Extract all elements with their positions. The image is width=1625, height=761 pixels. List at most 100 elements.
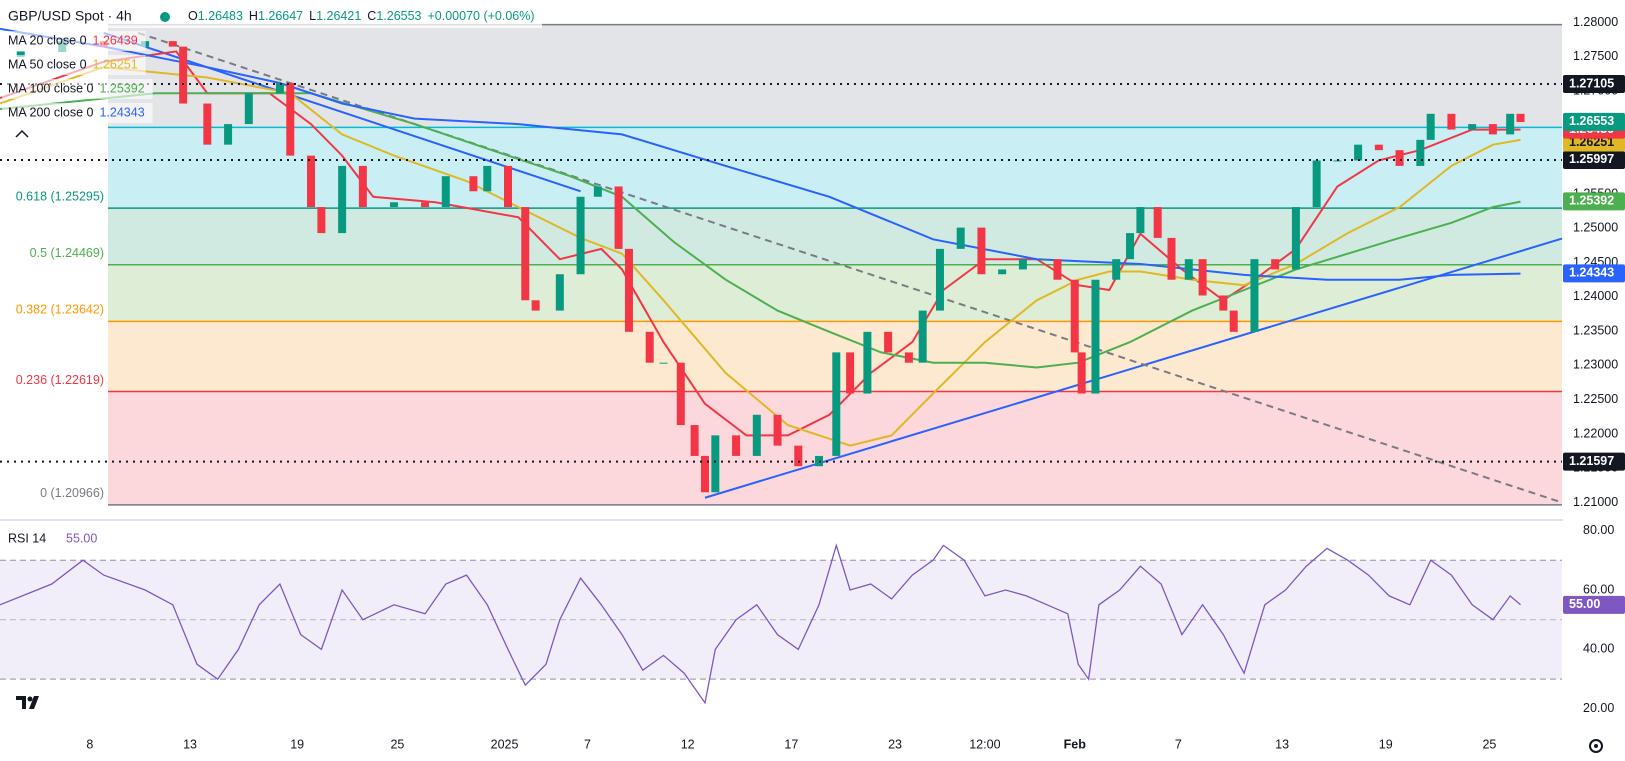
x-tick-label: 13 bbox=[1275, 737, 1289, 751]
candle-body bbox=[224, 124, 233, 145]
price-badge-label: 55.00 bbox=[1569, 597, 1600, 611]
ohlc-value: +0.00070 (+0.06%) bbox=[428, 9, 535, 23]
candle-body bbox=[469, 176, 478, 192]
legend-row-background bbox=[2, 31, 146, 51]
ohlc-values: O1.26483 H1.26647 L1.26421 C1.26553 +0.00070… bbox=[188, 9, 535, 23]
moving-average-line bbox=[0, 27, 1521, 281]
candle-body bbox=[421, 202, 430, 208]
legend-row-background bbox=[2, 103, 153, 123]
ohlc-value: 1.26483 bbox=[198, 9, 243, 23]
settings-icon[interactable] bbox=[1589, 739, 1603, 753]
price-badge bbox=[1563, 150, 1625, 169]
trendline bbox=[137, 31, 1563, 504]
price-badge-label: 1.24343 bbox=[1569, 266, 1614, 280]
y-tick-label: 1.22500 bbox=[1573, 392, 1618, 406]
candle-body bbox=[614, 186, 623, 249]
candle-body bbox=[1112, 259, 1121, 280]
candle-body bbox=[593, 186, 602, 197]
y-tick-label: 1.22000 bbox=[1573, 426, 1618, 440]
candle-body bbox=[1184, 259, 1193, 280]
candle-body bbox=[1053, 259, 1062, 280]
fibonacci: 0.618 (1.25295) 0.5 (1.24469) 0.382 (1.236… bbox=[16, 23, 1562, 506]
rsi-line bbox=[0, 543, 1521, 705]
ohlc-value: 1.26553 bbox=[376, 9, 421, 23]
price-badge bbox=[1563, 192, 1625, 211]
y-tick-label: 20.00 bbox=[1583, 701, 1614, 715]
candle-body bbox=[1219, 295, 1228, 311]
candle-body bbox=[1374, 144, 1383, 151]
candle-body bbox=[1291, 207, 1300, 270]
logo-bg bbox=[12, 689, 46, 715]
candle-body bbox=[503, 165, 512, 208]
x-tick-label: 7 bbox=[584, 737, 591, 751]
candle-body bbox=[244, 93, 253, 125]
rsi-title: RSI 14 bbox=[8, 531, 46, 545]
candle-body bbox=[16, 51, 25, 57]
candle-body bbox=[1426, 113, 1435, 140]
x-tick-label: 17 bbox=[784, 737, 798, 751]
fib-label: 0.5 (1.24469) bbox=[30, 246, 104, 260]
y-tick-label: 1.27500 bbox=[1573, 49, 1618, 63]
legend-row-background bbox=[2, 55, 146, 75]
ohlc-key: C bbox=[367, 9, 376, 23]
candle-body bbox=[1136, 207, 1145, 234]
candle-body bbox=[998, 269, 1007, 275]
candle-body bbox=[904, 352, 913, 363]
time-axis bbox=[0, 731, 1625, 761]
candle-body bbox=[317, 207, 326, 234]
candle-body bbox=[389, 202, 398, 208]
fib-zone bbox=[108, 264, 1562, 322]
candle-body bbox=[711, 435, 720, 493]
price-badge-label: 1.21597 bbox=[1569, 454, 1614, 468]
candle-body bbox=[286, 82, 295, 156]
candle-body bbox=[1198, 259, 1207, 296]
candle-body bbox=[690, 425, 699, 456]
candle-body bbox=[1250, 259, 1259, 332]
candle-body bbox=[624, 248, 633, 332]
y-tick-label: 60.00 bbox=[1583, 582, 1614, 596]
x-tick-label: 7 bbox=[1175, 737, 1182, 751]
candle-body bbox=[846, 352, 855, 394]
x-tick-label: Feb bbox=[1064, 737, 1087, 751]
candle-body bbox=[884, 331, 893, 353]
candle-body bbox=[179, 46, 188, 104]
candle-body bbox=[1488, 124, 1497, 135]
candle-body bbox=[832, 352, 841, 456]
logo-dot bbox=[27, 696, 33, 702]
fib-label: 0.236 (1.22619) bbox=[16, 373, 104, 387]
candle-body bbox=[659, 362, 668, 364]
candle-body bbox=[168, 41, 177, 47]
legend-name: MA 200 close 0 bbox=[8, 105, 94, 119]
candle-body bbox=[1271, 259, 1280, 270]
fib-zone bbox=[108, 24, 1562, 128]
x-tick-label: 19 bbox=[290, 737, 304, 751]
x-tick-label: 19 bbox=[1379, 737, 1393, 751]
price-badge-label: 1.25997 bbox=[1569, 152, 1614, 166]
y-tick-label: 1.23000 bbox=[1573, 358, 1618, 372]
price-badge-label: 1.27105 bbox=[1569, 76, 1614, 90]
y-tick-label: 40.00 bbox=[1583, 642, 1614, 656]
candle-body bbox=[1312, 160, 1321, 208]
candle-body bbox=[773, 414, 782, 446]
candle-body bbox=[338, 165, 347, 234]
price-badge bbox=[1563, 452, 1625, 471]
legend-row-background bbox=[2, 79, 153, 99]
legend-name: MA 50 close 0 bbox=[8, 57, 87, 71]
ohlc-value: 1.26647 bbox=[258, 9, 303, 23]
legend-name: MA 20 close 0 bbox=[8, 33, 87, 47]
candle-body bbox=[275, 82, 284, 94]
candle-body bbox=[977, 227, 986, 275]
candle-body bbox=[555, 274, 564, 311]
moving-average-line bbox=[0, 66, 1521, 447]
y-tick-label: 1.25000 bbox=[1573, 221, 1618, 235]
y-tick-label: 80.00 bbox=[1583, 523, 1614, 537]
fib-label: 0.382 (1.23642) bbox=[16, 303, 104, 317]
x-tick-label: 13 bbox=[183, 737, 197, 751]
candle-body bbox=[1516, 113, 1525, 123]
candle-body bbox=[441, 176, 450, 208]
price-badge-label: 1.25392 bbox=[1569, 194, 1614, 208]
candle-body bbox=[935, 248, 944, 311]
candle-body bbox=[1468, 124, 1477, 130]
fib-zone bbox=[108, 208, 1562, 265]
price-badge-label: 1.26553 bbox=[1569, 114, 1614, 128]
